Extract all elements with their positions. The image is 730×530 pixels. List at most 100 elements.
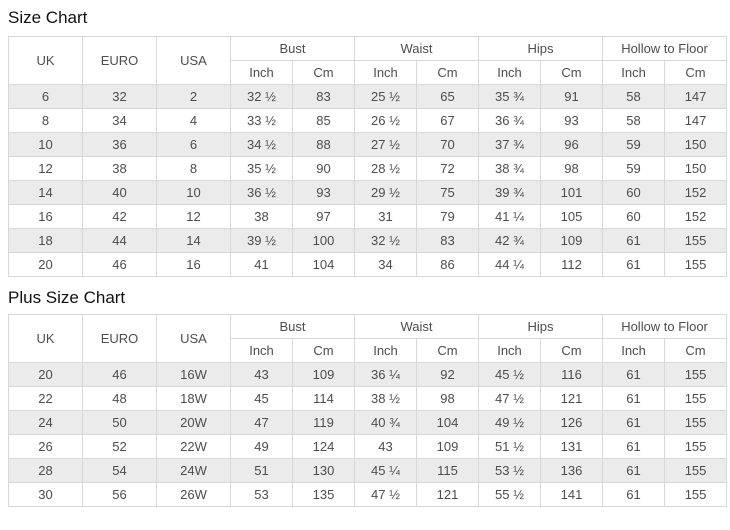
table-cell: 67: [416, 108, 480, 133]
col-header-uk: UK: [8, 36, 83, 85]
table-cell: 39 ½: [230, 228, 293, 253]
col-subheader-waist-cm: Cm: [416, 60, 480, 85]
table-cell: 79: [416, 204, 480, 229]
table-row: 30 56 26W 53 135 47 ½ 121 55 ½ 141 61 155: [8, 482, 728, 507]
table-cell: 54: [82, 458, 157, 483]
table-cell: 36 ¼: [354, 362, 418, 387]
col-subheader-hips-cm: Cm: [540, 338, 604, 363]
table-cell: 18W: [156, 386, 231, 411]
plus-size-chart-title: Plus Size Chart: [8, 288, 126, 307]
table-cell: 47: [230, 410, 293, 435]
table-cell: 36 ½: [230, 180, 293, 205]
table-cell: 34 ½: [230, 132, 293, 157]
table-cell: 109: [291, 362, 356, 387]
col-subheader-hips-inch: Inch: [478, 338, 542, 363]
table-cell: 83: [416, 228, 480, 253]
table-cell: 152: [664, 204, 728, 229]
table-cell: 25 ½: [354, 84, 418, 109]
col-subheader-bust-cm: Cm: [291, 338, 356, 363]
table-cell: 126: [540, 410, 604, 435]
table-cell: 53 ½: [478, 458, 542, 483]
table-cell: 14: [8, 180, 83, 205]
table-cell: 101: [540, 180, 604, 205]
table-cell: 152: [664, 180, 728, 205]
table-cell: 32 ½: [354, 228, 418, 253]
table-cell: 100: [291, 228, 356, 253]
table-cell: 44 ¼: [478, 252, 542, 277]
col-subheader-bust-inch: Inch: [230, 60, 293, 85]
col-subheader-hollow-inch: Inch: [602, 338, 666, 363]
col-subheader-hips-cm: Cm: [540, 60, 604, 85]
table-cell: 4: [156, 108, 231, 133]
table-cell: 105: [540, 204, 604, 229]
table-cell: 155: [664, 228, 728, 253]
table-cell: 61: [602, 410, 666, 435]
table-cell: 130: [291, 458, 356, 483]
table-cell: 38: [82, 156, 157, 181]
table-cell: 49: [230, 434, 293, 459]
table-cell: 14: [156, 228, 231, 253]
col-header-uk: UK: [8, 314, 83, 363]
table-cell: 39 ¾: [478, 180, 542, 205]
table-cell: 24: [8, 410, 83, 435]
table-cell: 45 ½: [478, 362, 542, 387]
table-cell: 86: [416, 252, 480, 277]
table-cell: 141: [540, 482, 604, 507]
table-cell: 104: [291, 252, 356, 277]
table-cell: 52: [82, 434, 157, 459]
table-cell: 41 ¼: [478, 204, 542, 229]
table-cell: 116: [540, 362, 604, 387]
col-header-hollow-to-floor: Hollow to Floor: [602, 314, 728, 339]
col-subheader-waist-inch: Inch: [354, 338, 418, 363]
table-row: 6 32 2 32 ½ 83 25 ½ 65 35 ¾ 91 58 147: [8, 84, 728, 109]
table-cell: 90: [291, 156, 356, 181]
table-cell: 98: [540, 156, 604, 181]
table-cell: 112: [540, 252, 604, 277]
table-cell: 93: [291, 180, 356, 205]
table-cell: 36: [82, 132, 157, 157]
table-cell: 104: [416, 410, 480, 435]
table-cell: 150: [664, 132, 728, 157]
col-header-hollow-to-floor: Hollow to Floor: [602, 36, 728, 61]
table-cell: 47 ½: [354, 482, 418, 507]
table-cell: 60: [602, 180, 666, 205]
table-cell: 20: [8, 362, 83, 387]
table-cell: 58: [602, 108, 666, 133]
table-cell: 32 ½: [230, 84, 293, 109]
col-subheader-hollow-cm: Cm: [664, 338, 728, 363]
table-row: 20 46 16W 43 109 36 ¼ 92 45 ½ 116 61 155: [8, 362, 728, 387]
col-header-bust: Bust: [229, 314, 356, 339]
table-cell: 135: [291, 482, 356, 507]
table-cell: 40: [82, 180, 157, 205]
table-cell: 46: [82, 362, 157, 387]
col-header-hips: Hips: [478, 36, 604, 61]
table-cell: 42 ¾: [478, 228, 542, 253]
table-cell: 6: [8, 84, 83, 109]
table-cell: 56: [82, 482, 157, 507]
table-row: 18 44 14 39 ½ 100 32 ½ 83 42 ¾ 109 61 155: [8, 228, 728, 253]
table-cell: 155: [664, 458, 728, 483]
table-cell: 91: [540, 84, 604, 109]
header-row-groups: UK EURO USA Bust Waist Hips Hollow to Fl…: [8, 36, 728, 85]
table-cell: 93: [540, 108, 604, 133]
table-cell: 26: [8, 434, 83, 459]
table-cell: 61: [602, 434, 666, 459]
table-cell: 16: [8, 204, 83, 229]
table-cell: 45: [230, 386, 293, 411]
table-cell: 115: [416, 458, 480, 483]
table-cell: 61: [602, 252, 666, 277]
table-cell: 34: [354, 252, 418, 277]
table-cell: 16: [156, 252, 231, 277]
table-cell: 36 ¾: [478, 108, 542, 133]
table-cell: 114: [291, 386, 356, 411]
table-cell: 33 ½: [230, 108, 293, 133]
table-cell: 53: [230, 482, 293, 507]
col-header-euro: EURO: [82, 314, 157, 363]
col-subheader-bust-inch: Inch: [230, 338, 293, 363]
col-header-euro: EURO: [82, 36, 157, 85]
table-cell: 42: [82, 204, 157, 229]
table-cell: 51: [230, 458, 293, 483]
table-cell: 61: [602, 482, 666, 507]
table-row: 10 36 6 34 ½ 88 27 ½ 70 37 ¾ 96 59 150: [8, 132, 728, 157]
table-cell: 60: [602, 204, 666, 229]
